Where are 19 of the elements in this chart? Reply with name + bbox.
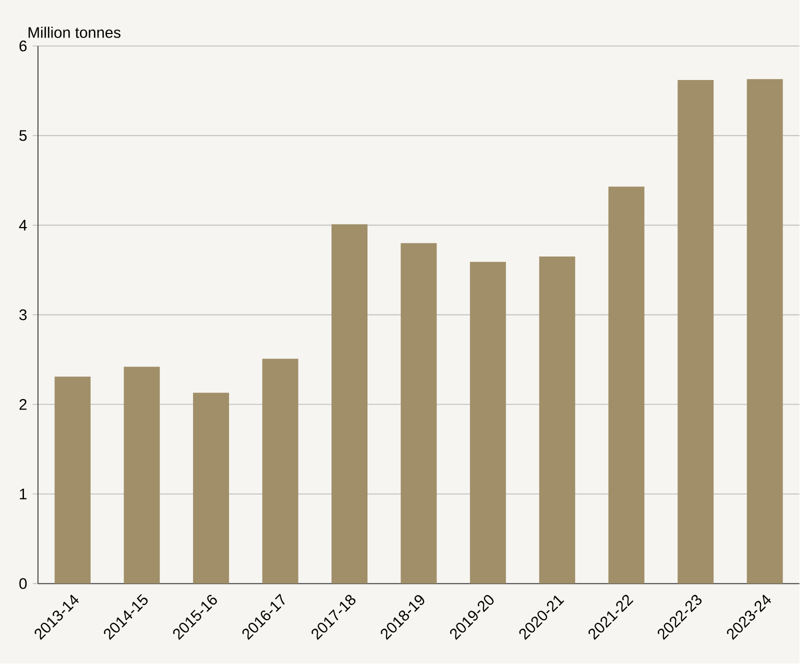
y-tick-label: 0: [19, 578, 27, 590]
bar: [400, 243, 437, 584]
y-tick-label: 1: [20, 488, 27, 500]
bar: [193, 392, 230, 584]
bar: [332, 224, 368, 584]
y-axis-title: Million tonnes: [28, 26, 120, 38]
y-tick-label: 2: [20, 399, 27, 410]
y-tick-label: 6: [20, 40, 27, 52]
bar: [608, 186, 644, 584]
bar: [678, 80, 714, 584]
bar: [124, 366, 160, 584]
bar: [262, 358, 298, 584]
bar: [54, 376, 91, 584]
bar: [746, 79, 783, 584]
y-tick-label: 4: [19, 220, 27, 231]
y-tick-label: 3: [19, 310, 27, 320]
y-tick-label: 5: [19, 130, 27, 142]
bar: [539, 256, 576, 584]
bar: [470, 262, 506, 584]
